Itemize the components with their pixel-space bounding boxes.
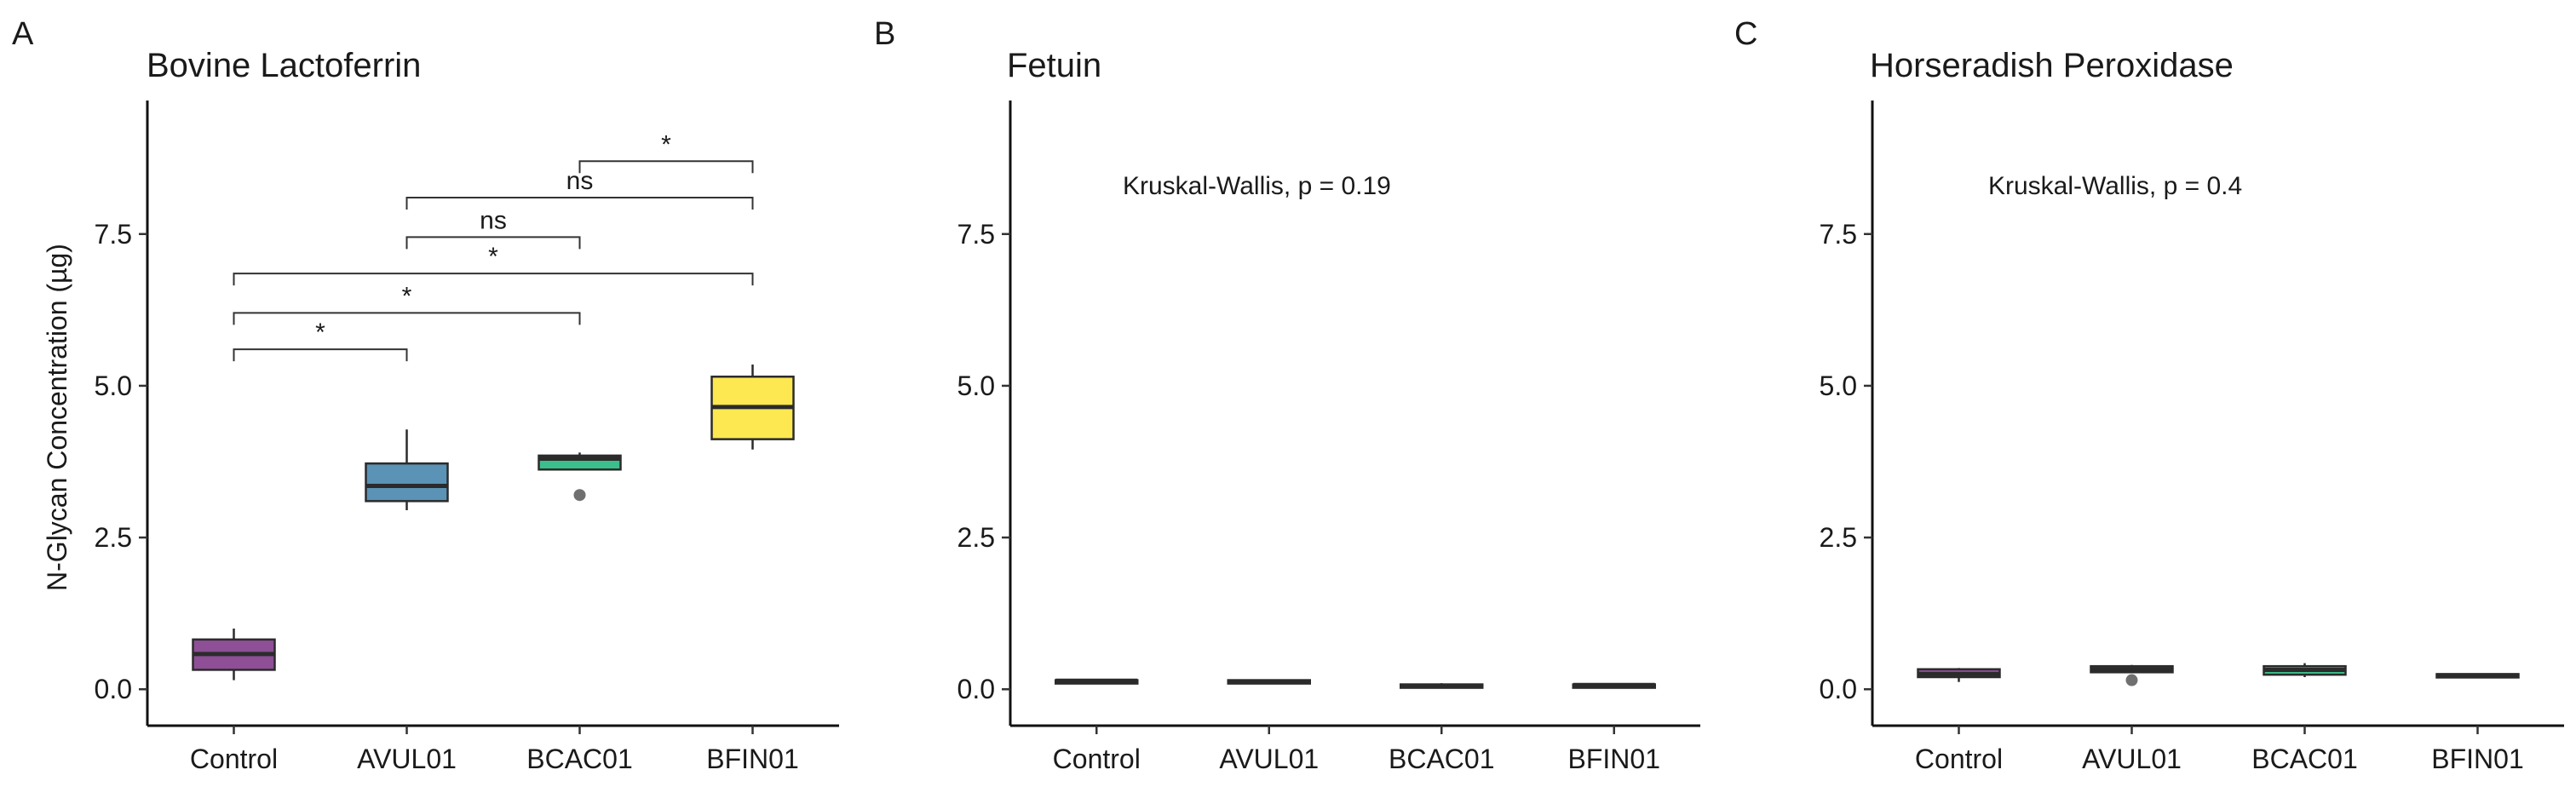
y-tick-label: 0.0 — [1820, 674, 1857, 704]
box-bcac01 — [538, 452, 622, 502]
box-bfin01 — [710, 364, 795, 450]
y-tick-label: 2.5 — [957, 522, 995, 553]
x-tick-label: Control — [1053, 744, 1141, 774]
y-axis-title: N-Glycan Concentration (µg) — [42, 244, 72, 591]
y-tick-label: 0.0 — [95, 674, 132, 704]
x-tick-label: BCAC01 — [1389, 744, 1495, 774]
chart-title: Fetuin — [1007, 47, 1101, 84]
box-control — [1055, 678, 1139, 685]
x-tick-label: AVUL01 — [357, 744, 457, 774]
significance-label: * — [661, 130, 671, 158]
bracket-line — [578, 160, 754, 174]
y-tick-label: 2.5 — [1820, 522, 1857, 553]
panel-label: B — [874, 16, 895, 52]
box-avul01 — [365, 429, 449, 511]
plot-area: 0.0 2.5 5.0 7.5 Control AVUL01 BCAC01 BFIN01 * * *… — [95, 101, 839, 774]
comparison-bracket: * — [233, 282, 581, 325]
box-bcac01 — [2263, 663, 2347, 677]
box-iqr — [365, 462, 449, 503]
kruskal-wallis-annotation: Kruskal-Wallis, p = 0.19 — [1123, 172, 1391, 200]
comparison-bracket: ns — [405, 167, 754, 210]
x-tick-label: BFIN01 — [2431, 744, 2523, 774]
x-tick-label: BFIN01 — [706, 744, 798, 774]
bracket-line — [405, 236, 581, 250]
box-bfin01 — [1572, 682, 1656, 689]
box-avul01 — [1227, 679, 1311, 685]
panel-label: C — [1734, 16, 1757, 52]
y-tick-label: 2.5 — [95, 522, 132, 553]
panel-label: A — [12, 16, 34, 52]
panel-c: C Horseradish Peroxidase Kruskal-Wallis,… — [1734, 16, 2564, 774]
box-control — [192, 628, 276, 681]
x-tick-label: Control — [1915, 744, 2003, 774]
y-tick-label: 5.0 — [95, 371, 132, 401]
outlier-point — [573, 489, 586, 502]
y-tick-label: 7.5 — [95, 219, 132, 250]
x-tick-label: BFIN01 — [1568, 744, 1660, 774]
kruskal-wallis-annotation: Kruskal-Wallis, p = 0.4 — [1988, 172, 2242, 200]
chart-title: Bovine Lactoferrin — [147, 47, 421, 84]
bracket-line — [233, 273, 754, 286]
box-control — [1917, 668, 2001, 682]
comparison-bracket: * — [233, 243, 754, 286]
comparison-bracket: ns — [405, 206, 581, 250]
box-bcac01 — [1400, 683, 1484, 689]
x-tick-label: BCAC01 — [2251, 744, 2358, 774]
plot-area: 0.0 2.5 5.0 7.5 Control AVUL01 BCAC01 BFIN01 — [1820, 101, 2564, 774]
x-tick-label: AVUL01 — [1219, 744, 1319, 774]
y-tick-label: 5.0 — [1820, 371, 1857, 401]
y-tick-label: 7.5 — [957, 219, 995, 250]
chart-title: Horseradish Peroxidase — [1870, 47, 2234, 84]
significance-label: ns — [480, 206, 507, 234]
significance-label: * — [402, 282, 412, 310]
comparison-bracket: * — [578, 130, 754, 174]
panel-a: A Bovine Lactoferrin N-Glycan Concentrat… — [12, 16, 839, 774]
bracket-line — [405, 197, 754, 210]
x-tick-label: BCAC01 — [526, 744, 633, 774]
panel-b: B Fetuin Kruskal-Wallis, p = 0.19 0.0 2.5… — [874, 16, 1700, 774]
plot-area: 0.0 2.5 5.0 7.5 Control AVUL01 BCAC01 BFIN01 — [957, 101, 1700, 774]
significance-label: * — [488, 243, 498, 271]
x-tick-label: AVUL01 — [2082, 744, 2182, 774]
outlier-point — [2125, 674, 2138, 686]
bracket-line — [233, 348, 408, 362]
bracket-line — [233, 312, 581, 325]
box-avul01 — [2090, 664, 2174, 686]
x-tick-label: Control — [190, 744, 278, 774]
y-tick-label: 0.0 — [957, 674, 995, 704]
significance-label: * — [315, 319, 325, 347]
y-tick-label: 5.0 — [957, 371, 995, 401]
y-tick-label: 7.5 — [1820, 219, 1857, 250]
comparison-bracket: * — [233, 319, 408, 362]
box-bfin01 — [2435, 673, 2520, 679]
